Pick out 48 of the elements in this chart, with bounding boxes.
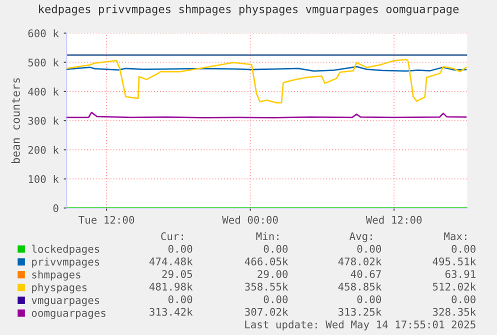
legend-label: physpages xyxy=(32,283,87,294)
legend-label: vmguarpages xyxy=(32,298,100,306)
legend-label: lockedpages xyxy=(32,244,100,255)
text: Avg: xyxy=(349,232,372,242)
text: 313.42k xyxy=(150,308,193,316)
chart-title: kedpages privvmpages shmpages physpages vmguarpages oomguarpage xyxy=(39,4,459,16)
text: 0.00 xyxy=(452,295,476,304)
y-tick-label: 300 k xyxy=(28,116,59,125)
text: 495.51k xyxy=(432,257,476,266)
y-tick-label: 400 k xyxy=(28,88,59,96)
text: Cur: xyxy=(161,232,183,240)
text: 313.25k xyxy=(338,308,382,316)
text: 0.00 xyxy=(452,244,476,253)
text: 0.00 xyxy=(168,244,192,253)
y-tick-label: 500 k xyxy=(28,58,59,66)
text: 307.02k xyxy=(245,308,288,316)
x-tick-label: Wed 00:00 xyxy=(222,216,278,224)
text: Min: xyxy=(256,232,278,240)
line-series xyxy=(66,58,467,104)
y-tick-label: 100 k xyxy=(28,174,59,184)
text: 512.02k xyxy=(432,282,476,291)
legend-label: oomguarpages xyxy=(32,310,106,320)
x-tick-label: Tue 12:00 xyxy=(78,216,134,224)
y-axis-title: bean counters xyxy=(11,78,20,164)
legend-label: privvmpages xyxy=(32,258,100,268)
text: 458.85k xyxy=(338,282,382,291)
y-tick-label: 200 k xyxy=(28,146,59,154)
text: 481.98k xyxy=(149,282,193,291)
text: 0.00 xyxy=(168,295,192,304)
text: 29.00 xyxy=(258,270,288,278)
text: 466.05k xyxy=(244,257,288,266)
text: 40.67 xyxy=(350,270,381,278)
text: 0.00 xyxy=(264,244,288,253)
x-tick-label: Wed 12:00 xyxy=(366,216,422,224)
text: 474.48k xyxy=(149,257,193,266)
text: Last update: Wed May 14 17:55:01 2025 xyxy=(245,320,476,330)
text: 358.55k xyxy=(245,282,288,291)
legend-label: shmpages xyxy=(32,270,80,281)
text: 63.91 xyxy=(445,270,476,278)
text: 478.02k xyxy=(338,257,382,266)
text: 0.00 xyxy=(357,244,382,253)
text: 0.00 xyxy=(264,295,288,304)
y-tick-label: 0 xyxy=(53,204,58,212)
y-tick-label: 600 k xyxy=(28,29,59,38)
text: Max: xyxy=(444,232,466,240)
text: 328.35k xyxy=(432,308,476,316)
text: 0.00 xyxy=(357,295,382,304)
text: 29.05 xyxy=(162,270,192,278)
